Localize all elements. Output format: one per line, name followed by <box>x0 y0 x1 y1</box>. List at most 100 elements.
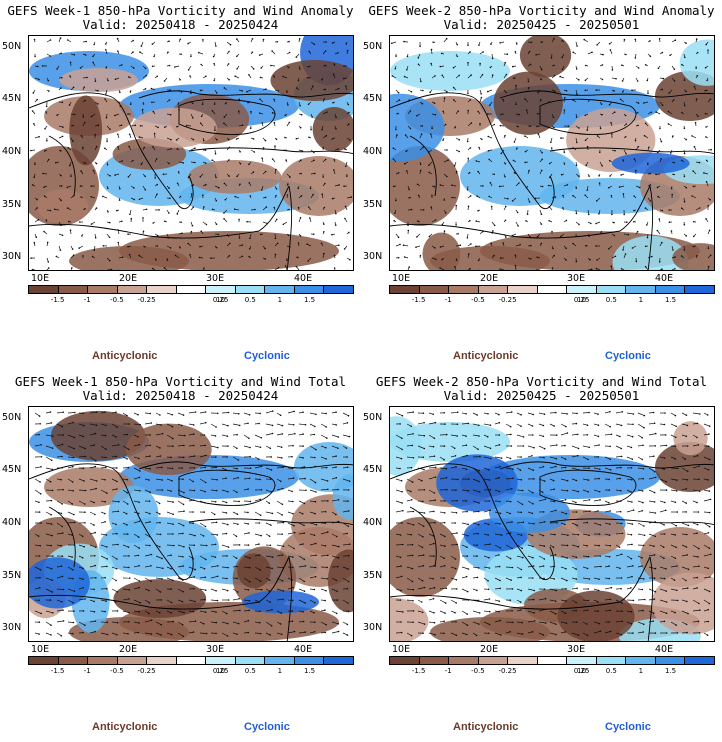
wind-arrow-head <box>512 477 514 479</box>
wind-arrow <box>483 555 490 559</box>
wind-arrow-head <box>333 63 336 65</box>
wind-arrow <box>199 411 206 414</box>
wind-arrow-head <box>601 165 603 167</box>
wind-arrow-head <box>482 51 484 53</box>
wind-arrow <box>67 478 73 483</box>
wind-arrow-head <box>156 234 159 237</box>
wind-arrow <box>320 445 326 449</box>
wind-arrow <box>276 445 282 448</box>
coastline <box>390 185 651 239</box>
wind-arrow-head <box>709 254 712 257</box>
wind-arrow-head <box>670 187 673 190</box>
wind-arrow-head <box>411 444 414 447</box>
wind-arrow-head <box>61 76 63 79</box>
wind-arrow-head <box>293 547 295 550</box>
wind-arrow-head <box>172 523 174 525</box>
wind-arrow-head <box>499 512 502 515</box>
wind-arrow-head <box>235 535 238 538</box>
wind-arrow-head <box>654 567 657 570</box>
anticyclonic-area <box>390 597 429 641</box>
coastline <box>286 556 293 641</box>
wind-arrow-head <box>332 101 334 104</box>
wind-arrow <box>527 522 534 525</box>
wind-arrow-head <box>137 631 140 634</box>
wind-arrow-head <box>116 37 119 40</box>
wind-arrow <box>681 587 688 590</box>
wind-arrow-head <box>199 122 202 124</box>
wind-arrow-head <box>693 85 696 88</box>
wind-arrow-head <box>236 55 238 58</box>
wind-arrow <box>210 565 218 568</box>
wind-arrow-head <box>631 89 633 91</box>
wind-arrow <box>417 544 423 548</box>
wind-arrow <box>692 621 699 623</box>
wind-arrow-head <box>350 196 353 198</box>
wind-arrow-head <box>665 601 668 603</box>
wind-arrow <box>331 445 339 449</box>
wind-arrow-head <box>685 623 688 626</box>
wind-arrow-head <box>117 50 119 52</box>
wind-arrow-head <box>161 489 164 491</box>
wind-arrow-head <box>433 612 435 614</box>
wind-arrow-head <box>333 159 336 161</box>
wind-arrow-head <box>217 233 220 236</box>
wind-arrow-head <box>190 92 192 94</box>
wind-arrow-head <box>193 433 195 435</box>
wind-arrow-head <box>205 75 207 78</box>
wind-arrow <box>177 489 185 493</box>
wind-arrow <box>117 269 119 270</box>
coastline <box>539 98 637 135</box>
wind-arrow-head <box>522 521 525 523</box>
wind-arrow-head <box>467 253 470 255</box>
wind-arrow-head <box>488 567 491 569</box>
wind-arrow-head <box>707 205 709 207</box>
wind-arrow-head <box>446 488 448 491</box>
wind-arrow-head <box>333 169 335 171</box>
wind-arrow-head <box>428 171 430 174</box>
wind-arrow <box>111 577 117 581</box>
wind-arrow <box>417 533 424 538</box>
colorbar-tick-label: 1.5 <box>303 667 316 675</box>
wind-arrow-head <box>121 64 123 66</box>
wind-arrow-head <box>576 524 579 527</box>
wind-arrow-head <box>33 38 36 41</box>
wind-arrow-head <box>498 490 501 493</box>
wind-arrow-head <box>194 161 196 164</box>
wind-arrow-head <box>84 455 87 458</box>
wind-arrow-head <box>128 423 130 425</box>
wind-arrow-head <box>586 609 589 612</box>
wind-arrow-head <box>584 89 587 92</box>
wind-arrow-head <box>488 104 491 107</box>
wind-arrow-head <box>530 258 532 260</box>
wind-arrow-head <box>106 558 109 560</box>
wind-arrow <box>560 577 567 581</box>
wind-arrow <box>615 411 623 414</box>
colorbar-scale-label: 10 <box>577 296 587 304</box>
wind-arrow-head <box>528 50 531 53</box>
wind-arrow-head <box>116 558 118 560</box>
wind-arrow-head <box>469 99 472 101</box>
wind-arrow-head <box>525 186 528 189</box>
wind-arrow-head <box>531 455 533 457</box>
wind-arrow-head <box>597 424 600 426</box>
wind-arrow <box>243 566 250 569</box>
wind-arrow-head <box>192 138 195 141</box>
wind-arrow <box>210 621 217 623</box>
wind-arrow-head <box>423 623 426 625</box>
wind-arrow-head <box>636 230 639 233</box>
wind-arrow <box>133 444 140 447</box>
wind-arrow-head <box>149 444 151 447</box>
wind-arrow-head <box>84 54 87 56</box>
wind-arrow-head <box>270 524 272 526</box>
wind-arrow <box>428 587 435 590</box>
wind-arrow-head <box>595 267 598 270</box>
wind-arrow-head <box>665 480 667 483</box>
wind-arrow <box>593 630 601 634</box>
wind-arrow-head <box>622 159 624 161</box>
wind-arrow-head <box>226 577 228 580</box>
wind-arrow <box>122 544 129 548</box>
wind-arrow-head <box>608 248 610 250</box>
wind-arrow-head <box>171 479 173 482</box>
wind-arrow-head <box>145 74 148 77</box>
wind-arrow-head <box>237 622 240 625</box>
